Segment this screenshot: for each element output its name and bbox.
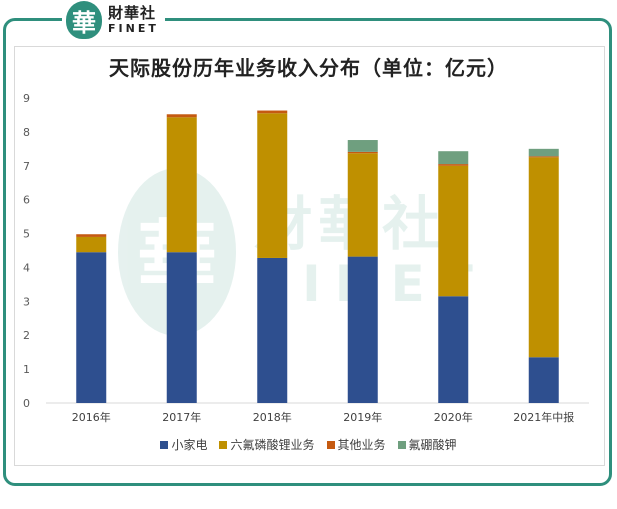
- legend-label: 氟硼酸钾: [408, 438, 457, 452]
- bar-segment-1: [166, 252, 197, 403]
- y-tick-label: 1: [23, 363, 30, 376]
- legend-swatch: [326, 440, 335, 449]
- legend-swatch: [219, 440, 228, 449]
- legend-swatch: [397, 440, 406, 449]
- bar-segment-1: [438, 296, 469, 403]
- bar-segment-3: [76, 234, 107, 237]
- bar-segment-1: [528, 357, 559, 403]
- legend-item: 六氟磷酸锂业务: [219, 436, 315, 453]
- y-tick-label: 9: [23, 92, 30, 105]
- logo-text: 財華社 FINET: [108, 4, 159, 35]
- chart-title: 天际股份历年业务收入分布（单位：亿元）: [109, 56, 508, 80]
- bar-segment-3: [438, 164, 469, 166]
- x-tick-label: 2020年: [434, 410, 473, 424]
- legend-label: 六氟磷酸锂业务: [230, 438, 315, 452]
- y-tick-label: 7: [23, 160, 30, 173]
- x-tick-label: 2016年: [72, 410, 111, 424]
- bar-segment-2: [76, 236, 107, 253]
- y-tick-label: 8: [23, 126, 30, 139]
- bar-segment-2: [166, 117, 197, 253]
- bar-segment-2: [528, 157, 559, 358]
- y-tick-label: 3: [23, 295, 30, 308]
- legend-item: 其他业务: [326, 436, 386, 453]
- bar-segment-1: [347, 256, 378, 403]
- legend-label: 小家电: [171, 438, 208, 452]
- bar-segment-3: [166, 114, 197, 118]
- logo-mark: 華: [66, 1, 102, 39]
- legend-swatch: [160, 440, 169, 449]
- bar-segment-4: [438, 151, 469, 165]
- x-tick-label: 2017年: [162, 410, 201, 424]
- y-tick-label: 4: [23, 261, 30, 274]
- legend-label: 其他业务: [337, 438, 386, 452]
- bar-segment-2: [438, 165, 469, 297]
- bar-segment-1: [257, 257, 288, 403]
- bar-segment-1: [76, 252, 107, 403]
- bar-segment-3: [257, 110, 288, 114]
- bar-segment-4: [347, 140, 378, 152]
- bar-segment-3: [347, 151, 378, 154]
- y-tick-label: 6: [23, 194, 30, 207]
- logo-name-en: FINET: [108, 22, 159, 35]
- y-tick-label: 5: [23, 228, 30, 241]
- y-tick-label: 2: [23, 329, 30, 342]
- legend-item: 小家电: [160, 436, 207, 453]
- chart-panel: [14, 46, 605, 466]
- finet-logo: 華 財華社 FINET: [62, 0, 165, 40]
- chart-legend: 小家电 六氟磷酸锂业务 其他业务 氟硼酸钾: [0, 436, 617, 453]
- x-tick-label: 2019年: [343, 410, 382, 424]
- bar-segment-3: [528, 156, 559, 158]
- bar-segment-4: [528, 148, 559, 157]
- x-tick-label: 2018年: [253, 410, 292, 424]
- bar-segment-2: [347, 153, 378, 257]
- legend-item: 氟硼酸钾: [397, 436, 457, 453]
- bar-segment-2: [257, 113, 288, 258]
- y-tick-label: 0: [23, 397, 30, 410]
- logo-name-cn: 財華社: [108, 4, 157, 22]
- x-tick-label: 2021年中报: [513, 410, 574, 424]
